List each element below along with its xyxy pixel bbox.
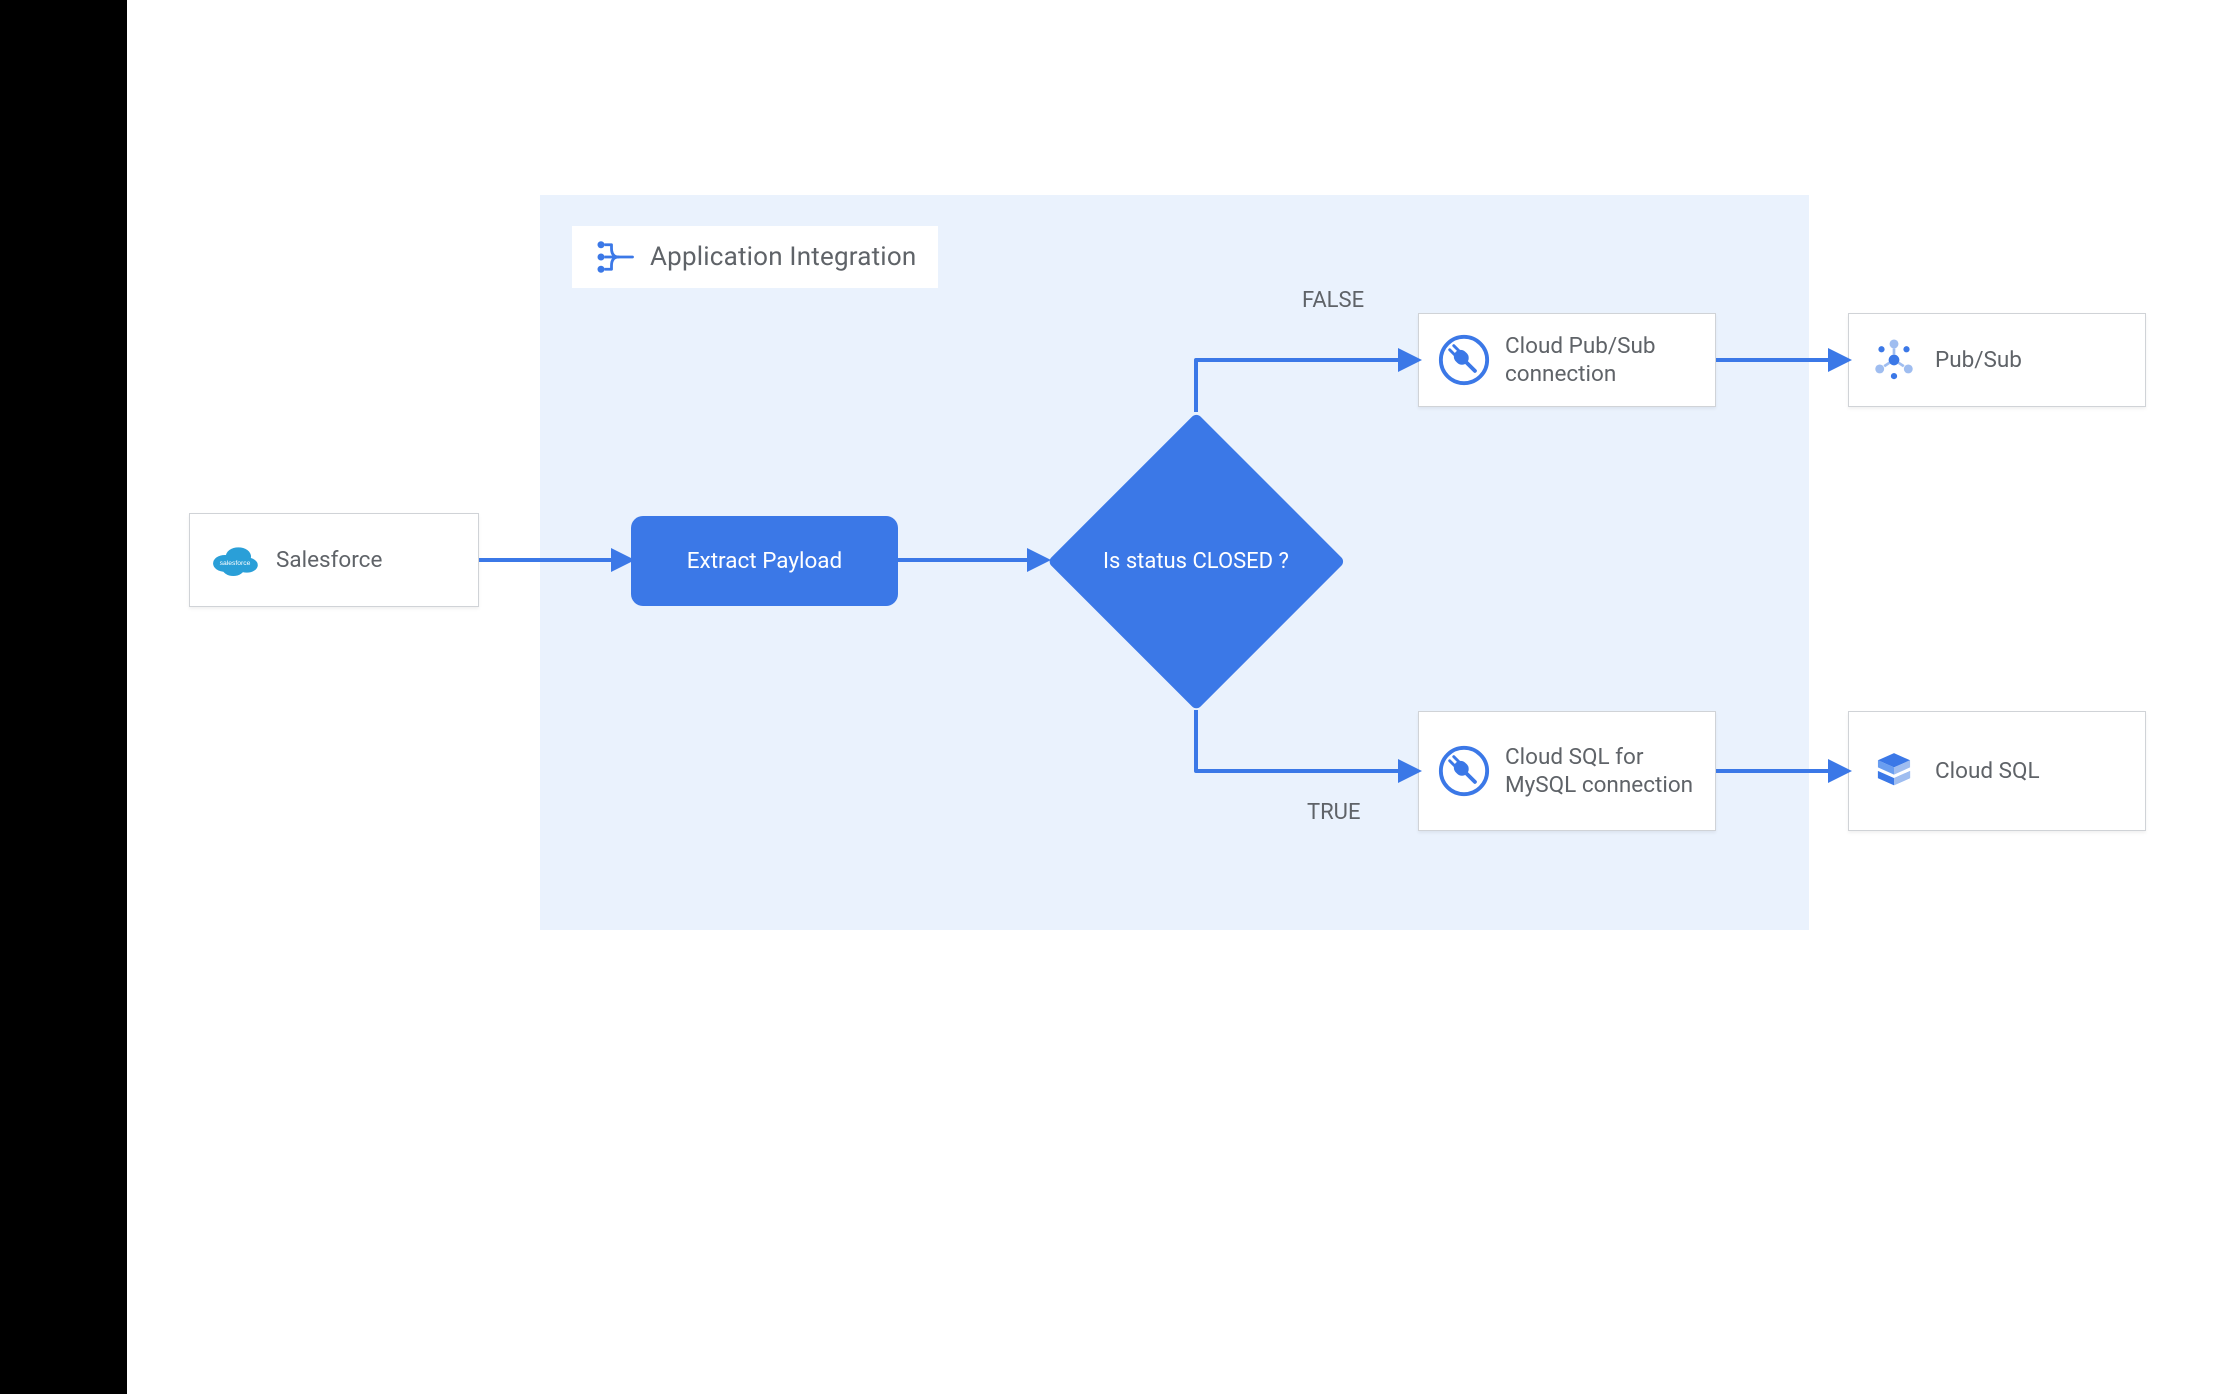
node-label: Cloud SQL (1935, 757, 2040, 785)
node-cloudsql: Cloud SQL (1848, 711, 2146, 831)
cloudsql-icon (1867, 744, 1921, 798)
node-label: Pub/Sub (1935, 346, 2022, 374)
pubsub-icon (1867, 333, 1921, 387)
branch-label-true: TRUE (1307, 800, 1360, 825)
container-header-label: Application Integration (650, 242, 916, 272)
node-label: Extract Payload (687, 548, 842, 574)
node-label: Cloud SQL for MySQL connection (1505, 743, 1697, 799)
node-pubsub: Pub/Sub (1848, 313, 2146, 407)
node-salesforce: salesforce Salesforce (189, 513, 479, 607)
node-extract-payload: Extract Payload (631, 516, 898, 606)
branch-label-false: FALSE (1302, 288, 1364, 313)
connector-icon (1437, 744, 1491, 798)
node-pubsub-connection: Cloud Pub/Sub connection (1418, 313, 1716, 407)
salesforce-icon: salesforce (208, 533, 262, 587)
node-label: Cloud Pub/Sub connection (1505, 332, 1697, 388)
node-label: Is status CLOSED ? (1047, 412, 1345, 710)
container-header: Application Integration (572, 226, 938, 288)
node-cloudsql-connection: Cloud SQL for MySQL connection (1418, 711, 1716, 831)
diagram-canvas: Application Integration salesforce Sales… (127, 0, 2230, 1394)
connector-icon (1437, 333, 1491, 387)
svg-text:salesforce: salesforce (220, 560, 251, 567)
node-decision-status: Is status CLOSED ? (1047, 412, 1345, 710)
node-label: Salesforce (276, 546, 382, 574)
integration-icon (594, 236, 636, 278)
